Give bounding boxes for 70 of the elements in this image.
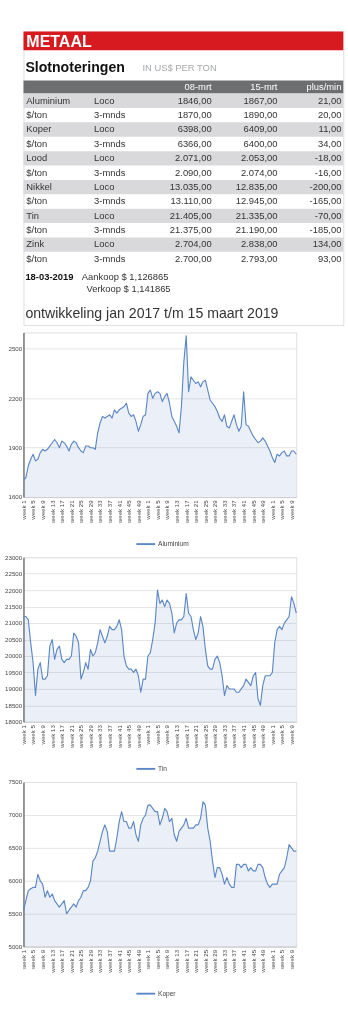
text: $/ton	[26, 108, 48, 120]
text: 21.405,00	[169, 209, 212, 221]
text: 13.035,00	[169, 180, 212, 192]
text: 1867,00	[243, 94, 278, 106]
text: 2.793,00	[240, 252, 278, 264]
text: 2.074,00	[240, 166, 278, 178]
text: $/ton	[26, 137, 48, 149]
text: -16,00	[314, 166, 342, 178]
text: 21.335,00	[235, 209, 278, 221]
text: 21.375,00	[169, 224, 212, 236]
text: Loco	[94, 94, 115, 106]
text: 3-mnds	[94, 252, 126, 264]
text: Loco	[94, 238, 115, 250]
text: 18-03-2019	[25, 271, 74, 283]
text: 2.090,00	[175, 166, 212, 178]
text: 6366,00	[177, 137, 212, 149]
text: -185,00	[309, 224, 342, 236]
text: 3-mnds	[94, 224, 126, 236]
text: 34,00	[317, 137, 342, 149]
text: 3-mnds	[94, 108, 126, 120]
text: $/ton	[26, 166, 48, 178]
text: Verkoop $ 1,141865	[86, 282, 171, 294]
text: 21.190,00	[235, 224, 278, 236]
text: $/ton	[26, 252, 48, 264]
text: $/ton	[26, 195, 48, 207]
text: 13.110,00	[170, 195, 212, 207]
text: 2.704,00	[175, 238, 212, 250]
category-label: plus/min	[306, 81, 342, 93]
text: Loco	[94, 152, 115, 164]
text: -70,00	[314, 209, 342, 221]
text: 1890,00	[243, 108, 278, 120]
text: $/ton	[26, 224, 48, 236]
text: ontwikkeling jan 2017 t/m 15 maart 2019	[25, 304, 279, 321]
text: 20,00	[317, 108, 342, 120]
text: 1846,00	[177, 94, 212, 106]
text: 3-mnds	[94, 137, 126, 149]
text: 12.835,00	[235, 180, 278, 192]
text: 134,00	[312, 238, 342, 250]
text: Aankoop $ 1,126865	[81, 271, 169, 283]
text: 2.700,00	[175, 252, 212, 264]
text: Loco	[94, 180, 115, 192]
text: 2.053,00	[240, 152, 278, 164]
text: 6398,00	[177, 123, 212, 135]
text: Koper	[26, 123, 52, 135]
text: Loco	[94, 123, 115, 135]
text: Slotnoteringen	[25, 58, 125, 75]
text: 1870,00	[177, 108, 212, 120]
category-label: 15-mrt	[250, 81, 278, 93]
text: 12.945,00	[235, 195, 278, 207]
text: 2.071,00	[175, 152, 212, 164]
text: -18,00	[314, 152, 342, 164]
category-label: 08-mrt	[184, 81, 212, 93]
text: Tin	[26, 209, 40, 221]
legend-title: IN US$ PER TON	[142, 62, 217, 74]
text: Nikkel	[26, 180, 52, 192]
text: -200,00	[309, 180, 342, 192]
text: 93,00	[317, 252, 342, 264]
text: 21,00	[317, 94, 342, 106]
text: Lood	[26, 152, 48, 164]
text: METAAL	[26, 32, 92, 50]
text: 11,00	[318, 123, 342, 135]
text: Aluminium	[26, 94, 71, 106]
text: 6400,00	[243, 137, 278, 149]
text: 3-mnds	[94, 166, 126, 178]
text: 3-mnds	[94, 195, 126, 207]
text: -165,00	[309, 195, 342, 207]
text: 2.838,00	[240, 238, 278, 250]
text: 6409,00	[243, 123, 278, 135]
text: Zink	[26, 238, 45, 250]
text: Loco	[94, 209, 115, 221]
